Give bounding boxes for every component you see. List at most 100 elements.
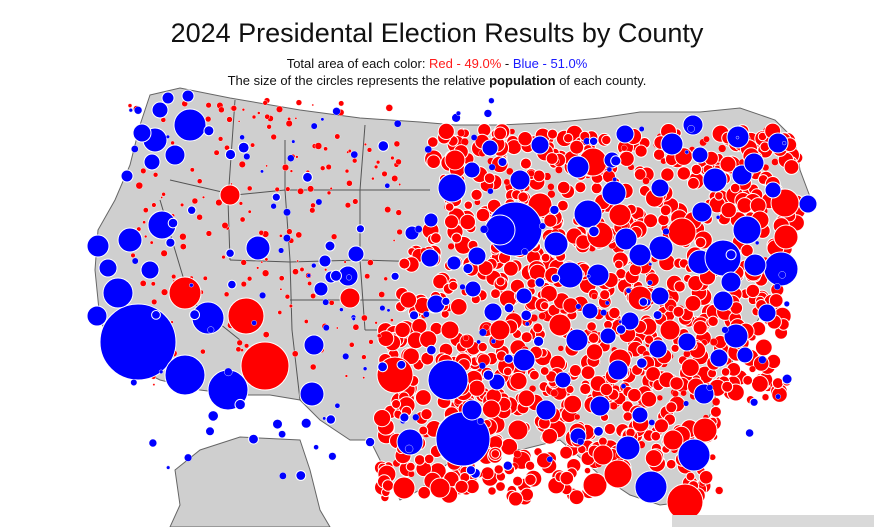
red-county-circle <box>363 142 367 146</box>
blue-county-circle <box>437 173 467 203</box>
red-county-circle <box>241 108 245 112</box>
blue-county-circle <box>164 144 186 166</box>
blue-county-circle <box>549 204 560 216</box>
red-county-circle <box>292 268 299 276</box>
blue-county-circle <box>749 397 759 407</box>
red-share-label: Red - 49.0% <box>429 56 502 71</box>
blue-county-circle <box>310 122 318 130</box>
blue-county-circle <box>764 181 782 199</box>
red-county-circle <box>720 367 731 377</box>
blue-county-circle <box>677 332 697 352</box>
blue-county-circle <box>488 97 495 104</box>
red-county-circle <box>665 401 678 414</box>
red-county-circle <box>454 479 469 494</box>
blue-county-circle <box>604 300 610 306</box>
red-county-circle <box>284 294 291 300</box>
blue-county-circle <box>593 425 604 437</box>
blue-county-circle <box>278 430 286 439</box>
blue-county-circle <box>461 399 483 421</box>
blue-county-circle <box>615 124 635 144</box>
blue-county-circle <box>165 237 176 248</box>
blue-county-circle <box>478 362 487 370</box>
red-county-circle <box>603 459 633 489</box>
red-county-circle <box>643 213 659 229</box>
red-county-circle <box>644 449 663 468</box>
red-county-circle <box>783 159 800 175</box>
blue-county-circle <box>565 328 589 352</box>
blue-county-circle <box>279 472 287 480</box>
blue-county-circle <box>260 169 264 174</box>
red-county-circle <box>205 102 212 109</box>
red-county-circle <box>565 384 575 394</box>
red-county-circle <box>286 228 293 235</box>
blue-county-circle <box>248 433 259 445</box>
blue-county-circle <box>520 309 533 322</box>
red-county-circle <box>451 232 463 244</box>
red-county-circle <box>609 401 618 411</box>
red-county-circle <box>489 319 511 341</box>
red-county-circle <box>614 259 624 270</box>
blue-county-circle <box>530 135 550 155</box>
note-before: The size of the circles represents the r… <box>227 73 490 88</box>
red-county-circle <box>250 142 256 148</box>
blue-county-circle <box>315 198 323 206</box>
red-county-circle <box>309 207 316 214</box>
blue-county-circle <box>636 357 648 369</box>
red-county-circle <box>227 297 265 335</box>
red-county-circle <box>563 133 574 144</box>
red-county-circle <box>361 354 367 360</box>
red-county-circle <box>676 166 691 181</box>
red-county-circle <box>660 167 675 182</box>
red-county-circle <box>320 165 326 171</box>
red-county-circle <box>244 343 250 349</box>
red-county-circle <box>366 147 373 153</box>
red-county-circle <box>153 172 159 178</box>
red-county-circle <box>545 152 559 165</box>
red-county-circle <box>413 454 426 466</box>
red-county-circle <box>139 280 147 287</box>
blue-county-circle <box>234 398 246 411</box>
blue-county-circle <box>203 125 215 137</box>
red-county-circle <box>754 338 773 357</box>
red-county-circle <box>257 111 261 115</box>
red-county-circle <box>218 106 225 114</box>
red-county-circle <box>420 408 433 421</box>
blue-county-circle <box>606 166 613 173</box>
red-county-circle <box>373 409 392 428</box>
red-county-circle <box>266 124 272 130</box>
red-county-circle <box>541 427 559 445</box>
red-county-circle <box>633 168 647 181</box>
red-county-circle <box>749 365 757 373</box>
red-county-circle <box>367 259 374 266</box>
blue-county-circle <box>720 271 742 293</box>
blue-county-circle <box>755 240 760 246</box>
red-county-circle <box>640 390 658 408</box>
red-county-circle <box>642 177 650 185</box>
blue-county-circle <box>723 323 749 349</box>
blue-county-circle <box>712 290 734 312</box>
blue-county-circle <box>187 205 197 215</box>
blue-county-circle <box>151 310 161 320</box>
red-county-circle <box>543 213 558 228</box>
blue-county-circle <box>330 269 342 282</box>
red-county-circle <box>279 234 283 238</box>
red-county-circle <box>240 341 290 391</box>
note-after: of each county. <box>555 73 647 88</box>
blue-county-circle <box>648 235 674 261</box>
red-county-circle <box>483 172 496 184</box>
red-county-circle <box>539 366 550 376</box>
blue-county-circle <box>117 227 143 253</box>
blue-county-circle <box>339 307 344 312</box>
red-county-circle <box>239 216 246 223</box>
red-county-circle <box>240 259 247 266</box>
blue-county-circle <box>347 245 365 263</box>
red-county-circle <box>444 214 459 230</box>
blue-county-circle <box>662 227 670 236</box>
blue-county-circle <box>476 417 485 425</box>
red-county-circle <box>285 119 293 127</box>
red-county-circle <box>160 249 168 257</box>
red-county-circle <box>481 399 501 419</box>
red-county-circle <box>568 364 582 377</box>
blue-county-circle <box>455 110 461 116</box>
